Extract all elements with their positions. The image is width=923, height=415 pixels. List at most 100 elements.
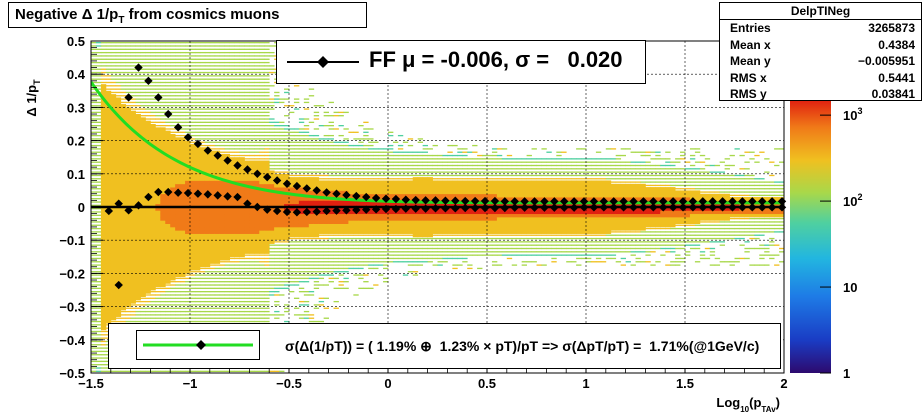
heatmap-cell — [229, 220, 235, 224]
heatmap-cell — [185, 284, 191, 286]
heatmap-cell — [170, 281, 176, 283]
heatmap-cell — [145, 263, 151, 268]
heatmap-cell — [224, 236, 230, 241]
heatmap-cell — [130, 240, 136, 244]
heatmap-cell — [214, 304, 221, 306]
heatmap-cell — [190, 216, 196, 221]
heatmap-cell — [373, 241, 379, 243]
heatmap-cell — [338, 210, 344, 215]
heatmap-cell — [224, 121, 230, 124]
heatmap-cell — [135, 177, 141, 181]
heatmap-cell — [298, 151, 305, 153]
heatmap-cell — [199, 88, 206, 90]
heatmap-cell — [264, 370, 270, 373]
heatmap-cell — [135, 307, 141, 309]
heatmap-cell — [190, 138, 196, 140]
heatmap-cell — [91, 208, 97, 210]
heatmap-cell — [199, 274, 206, 276]
heatmap-cell — [194, 207, 201, 211]
heatmap-cell — [224, 42, 230, 44]
heatmap-cell — [100, 183, 107, 188]
heatmap-cell — [214, 183, 221, 188]
heatmap-cell — [229, 271, 235, 273]
heatmap-cell — [289, 210, 295, 215]
heatmap-cell — [254, 163, 260, 168]
heatmap-cell — [234, 125, 240, 127]
heatmap-cell — [100, 75, 107, 77]
heatmap-cell — [160, 111, 166, 114]
heatmap-cell — [145, 270, 151, 274]
heatmap-cell — [333, 158, 339, 160]
heatmap-cell — [140, 45, 146, 47]
heatmap-cell — [378, 158, 384, 160]
heatmap-cell — [135, 160, 141, 165]
heatmap-cell — [234, 68, 240, 70]
heatmap-cell — [175, 246, 181, 251]
heatmap-cell — [204, 105, 211, 107]
heatmap-cell — [170, 203, 176, 208]
heatmap-cell — [343, 257, 349, 260]
heatmap-cell — [160, 283, 166, 288]
heatmap-cell — [264, 151, 270, 153]
heatmap-cell — [209, 207, 216, 211]
heatmap-cell — [185, 98, 191, 100]
heatmap-cell — [150, 240, 156, 244]
heatmap-cell — [120, 299, 127, 304]
heatmap-cell — [135, 91, 141, 94]
heatmap-cell — [120, 98, 127, 100]
heatmap-cell — [274, 247, 280, 250]
heatmap-cell — [180, 143, 186, 148]
heatmap-cell — [110, 246, 117, 251]
heatmap-cell — [368, 223, 374, 228]
heatmap-cell — [140, 310, 146, 313]
heatmap-cell — [219, 236, 226, 241]
heatmap-cell — [234, 42, 240, 44]
heatmap-cell — [353, 174, 359, 177]
heatmap-cell — [234, 48, 240, 50]
heatmap-cell — [318, 247, 325, 250]
heatmap-cell — [254, 138, 260, 140]
heatmap-cell — [249, 51, 255, 54]
heatmap-cell — [180, 300, 186, 303]
heatmap-cell — [378, 171, 384, 173]
heatmap-cell — [343, 251, 349, 253]
heatmap-cell — [308, 151, 315, 153]
heatmap-cell — [308, 233, 315, 238]
heatmap-cell — [279, 177, 285, 181]
heatmap-cell — [95, 95, 102, 97]
heatmap-cell — [249, 223, 255, 228]
heatmap-cell — [269, 264, 275, 266]
heatmap-cell — [353, 203, 359, 208]
heatmap-cell — [110, 51, 117, 54]
heatmap-cell — [95, 337, 102, 339]
heatmap-cell — [249, 144, 255, 147]
heatmap-cell — [318, 200, 325, 205]
heatmap-cell — [199, 42, 206, 44]
heatmap-cell — [388, 131, 394, 133]
heatmap-cell — [204, 108, 211, 110]
heatmap-cell — [308, 164, 315, 167]
heatmap-cell — [313, 148, 320, 150]
heatmap-cell — [348, 187, 354, 191]
heatmap-cell — [254, 85, 260, 87]
heatmap-cell — [274, 284, 280, 286]
heatmap-cell — [323, 203, 329, 208]
heatmap-cell — [244, 284, 250, 286]
heatmap-cell — [269, 138, 275, 140]
heatmap-cell — [120, 286, 127, 291]
heatmap-cell — [289, 174, 295, 177]
heatmap-cell — [229, 138, 235, 140]
heatmap-cell — [120, 213, 127, 218]
heatmap-cell — [105, 299, 112, 304]
heatmap-cell — [308, 154, 315, 157]
heatmap-cell — [194, 256, 201, 261]
heatmap-cell — [190, 61, 196, 64]
heatmap-cell — [100, 263, 107, 268]
heatmap-cell — [100, 230, 107, 234]
heatmap-cell — [239, 45, 245, 47]
heatmap-cell — [185, 153, 191, 158]
heatmap-cell — [170, 81, 176, 84]
heatmap-cell — [199, 183, 206, 188]
heatmap-cell — [219, 213, 226, 218]
heatmap-cell — [185, 45, 191, 47]
